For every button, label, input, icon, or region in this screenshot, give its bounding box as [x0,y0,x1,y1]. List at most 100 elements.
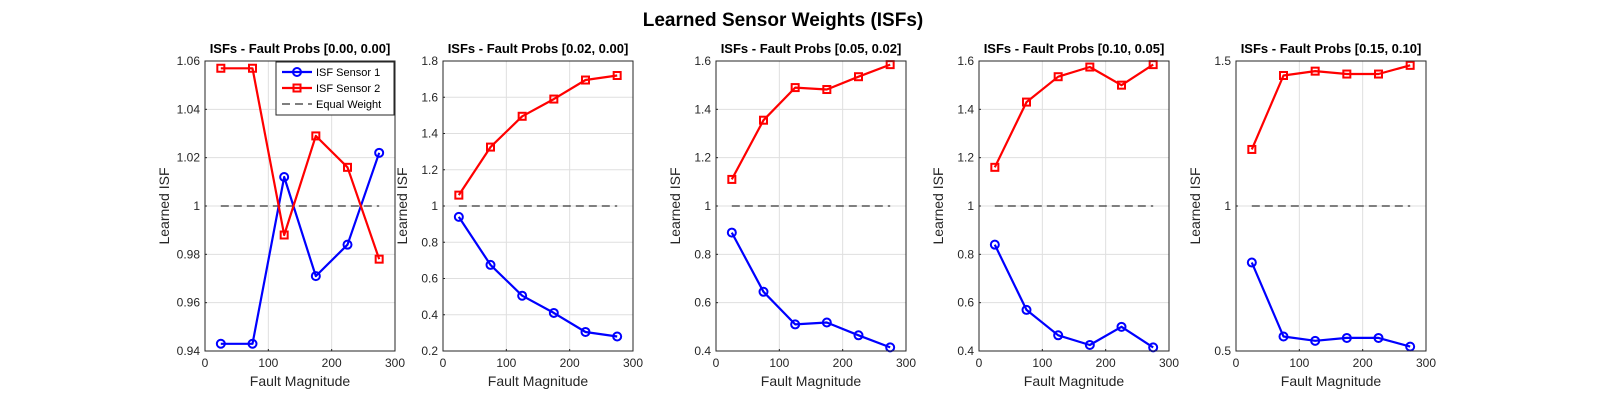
x-tick-label: 300 [1159,356,1179,370]
x-tick-label: 100 [1289,356,1309,370]
y-tick-label: 0.4 [957,344,974,358]
x-tick-label: 200 [833,356,853,370]
y-tick-label: 0.94 [177,344,201,358]
series-line [730,232,891,349]
y-tick-label: 0.5 [1214,344,1231,358]
x-axis-label: Fault Magnitude [1281,373,1382,389]
series-isf-sensor-2 [990,60,1158,172]
y-tick-label: 1.6 [957,54,974,68]
legend-label: Equal Weight [316,99,381,111]
data-point [612,331,623,342]
y-tick-label: 0.6 [694,296,711,310]
data-point [1374,69,1383,79]
x-tick-label: 200 [560,356,580,370]
data-point [1246,257,1257,268]
x-tick-label: 300 [1416,356,1436,370]
x-tick-label: 100 [496,356,516,370]
x-tick-label: 200 [1096,356,1116,370]
subplot-4: 0 100 200 300 0.4 0.6 0.8 1 1.2 1.4 1.6 ISFs - Faul… [930,41,1179,389]
data-point [517,111,527,121]
series-isf-sensor-1 [453,211,623,342]
data-point [248,63,257,73]
data-point [1084,339,1095,350]
y-tick-label: 1.4 [421,127,438,141]
data-point [821,317,832,328]
subplot-title: ISFs - Fault Probs [0.15, 0.10] [1241,41,1422,56]
data-point [790,319,801,330]
data-point [726,227,737,238]
data-point [1278,331,1289,342]
series-isf-sensor-2 [454,71,622,200]
subplot-title: ISFs - Fault Probs [0.05, 0.02] [721,41,902,56]
series-line [220,67,381,260]
data-point [486,142,495,152]
series-isf-sensor-2 [1247,60,1415,154]
y-tick-label: 0.4 [421,308,438,322]
data-point [1117,80,1126,90]
x-axis-label: Fault Magnitude [1024,373,1125,389]
data-point [1247,144,1257,154]
data-point [453,211,464,222]
y-tick-label: 1.6 [694,54,711,68]
data-point [759,115,768,125]
legend-entry: ISF Sensor 1 [282,67,380,79]
y-tick-label: 1.5 [1214,54,1231,68]
series-line [1250,64,1411,150]
y-tick-label: 0.6 [957,296,974,310]
data-point [612,71,622,80]
data-point [216,63,226,73]
y-tick-label: 1.06 [177,54,201,68]
x-axis-label: Fault Magnitude [250,373,351,389]
series-isf-sensor-1 [726,227,896,353]
subplot-3: 0 100 200 300 0.4 0.6 0.8 1 1.2 1.4 1.6 ISFs - Faul… [667,41,916,389]
data-point [279,230,289,240]
series-line [220,152,381,345]
y-tick-label: 0.96 [177,296,201,310]
data-point [310,271,321,282]
data-point [1021,304,1032,315]
series-line [1250,262,1411,348]
subplot-2: 0 100 200 300 0.2 0.4 0.6 0.8 1 1.2 1.4 1.6 1.8 ISFs … [394,41,643,389]
data-point [1341,332,1352,343]
subplot-title: ISFs - Fault Probs [0.10, 0.05] [984,41,1165,56]
y-tick-label: 1 [704,199,711,213]
y-tick-label: 0.6 [421,272,438,286]
data-point [1116,321,1127,332]
data-point [1310,335,1321,346]
data-point [454,190,464,200]
data-point [990,162,1000,172]
data-point [374,254,384,264]
data-point [758,286,769,297]
y-axis-label: Learned ISF [1187,167,1203,244]
data-point [790,83,800,93]
axes-box [1235,60,1427,352]
subplot-5: 0 100 200 300 0.5 1 1.5 ISFs - Fault Probs [0.1… [1187,41,1436,389]
x-axis-label: Fault Magnitude [761,373,862,389]
data-point [822,85,832,95]
x-tick-label: 100 [1032,356,1052,370]
y-tick-label: 1 [967,199,974,213]
x-axis-label: Fault Magnitude [488,373,589,389]
data-point [549,94,559,104]
data-point [247,338,258,349]
x-tick-label: 200 [1353,356,1373,370]
data-point [1373,332,1384,343]
y-axis-label: Learned ISF [394,167,410,244]
legend-marker [292,83,302,93]
data-point [548,307,559,318]
y-tick-label: 1 [193,199,200,213]
axes-box [442,60,634,352]
y-axis-label: Learned ISF [667,167,683,244]
legend-label: ISF Sensor 1 [316,67,380,79]
x-tick-label: 0 [976,356,983,370]
y-tick-label: 1.8 [421,54,438,68]
y-tick-label: 1 [431,199,438,213]
data-point [1405,60,1415,70]
axes-box [204,60,396,352]
y-tick-label: 0.2 [421,344,438,358]
x-tick-label: 0 [1233,356,1240,370]
y-tick-label: 1.02 [177,151,201,165]
legend: ISF Sensor 1 ISF Sensor 2 Equal Weight [275,61,395,116]
data-point [1279,71,1288,80]
